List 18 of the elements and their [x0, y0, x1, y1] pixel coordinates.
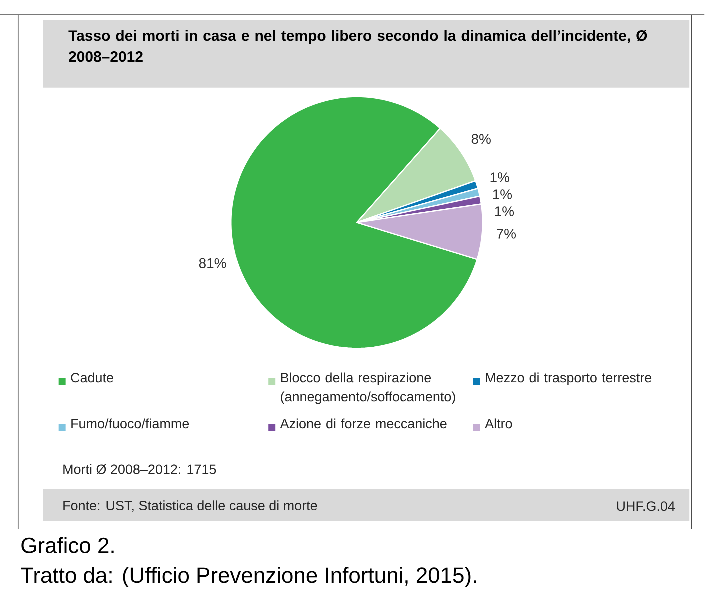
data-label: 1%: [490, 172, 510, 182]
text: Tratto da: (Ufficio Prevenzione Infortuni, 2015).: [21, 566, 476, 588]
data-label: 7%: [497, 228, 516, 239]
legend-label: Fumo/fuoco/fiamme: [72, 418, 190, 428]
legend-label: Mezzo di trasporto terrestre: [486, 372, 652, 386]
data-label: 1%: [493, 189, 512, 200]
source-note: Fonte: UST, Statistica delle cause di morte: [64, 500, 318, 512]
legend-label: Cadute: [71, 372, 114, 383]
text: UHF.G.04: [617, 501, 676, 512]
text: Morti Ø 2008–2012: 1715: [64, 464, 216, 474]
legend-label: Blocco della respirazione (annegamento/soffocamento): [281, 372, 456, 404]
legend-label: Azione di forze meccaniche: [280, 418, 447, 428]
data-label: 1%: [495, 206, 514, 216]
legend-label: Altro: [485, 418, 512, 428]
chart-title: Tasso dei morti in casa e nel tempo libero secondo la dinamica dell’incidente, Ø 2008–2012: [68, 30, 648, 62]
text: Grafico 2.: [22, 537, 114, 554]
data-label: 8%: [472, 134, 491, 144]
data-label: 81%: [199, 258, 226, 268]
